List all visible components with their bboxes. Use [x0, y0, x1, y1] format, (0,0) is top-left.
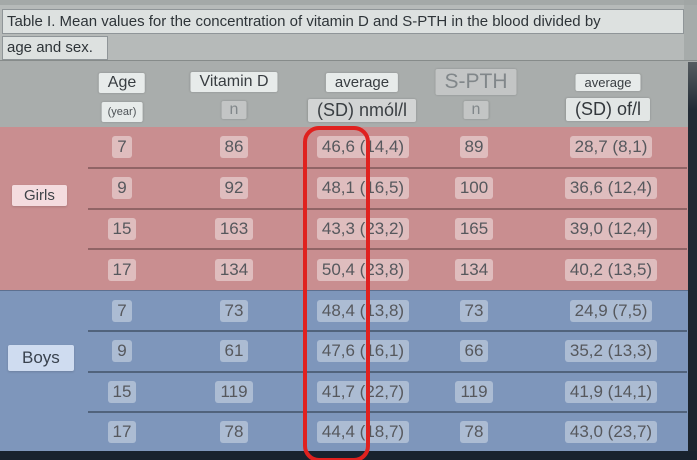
vitd-n-value: 86 — [219, 136, 249, 159]
spth-n-value: 89 — [459, 136, 489, 159]
age-value: 9 — [112, 177, 132, 200]
spth-n-value: 119 — [455, 380, 493, 403]
spth-avg-value: 35,2 (13,3) — [564, 340, 658, 363]
header-age-unit: (year) — [101, 102, 143, 122]
age-value: 7 — [112, 136, 132, 159]
age-value: 15 — [107, 217, 137, 240]
vitd-n-value: 119 — [215, 380, 253, 403]
spth-avg-value: 36,6 (12,4) — [564, 177, 658, 200]
header-spth: S-PTH — [435, 69, 517, 95]
age-value: 17 — [107, 420, 137, 443]
vitd-n-value: 92 — [219, 177, 249, 200]
header-spth-n: n — [463, 101, 489, 119]
title-right-shade — [684, 0, 697, 60]
spth-avg-value: 39,0 (12,4) — [564, 217, 658, 240]
header-vitd-average: average — [325, 73, 399, 92]
right-dark-edge — [688, 62, 697, 460]
vitd-n-value: 61 — [219, 340, 249, 363]
table-row: 17 134 50,4 (23,8) 134 40,2 (13,5) — [0, 249, 697, 290]
vitd-n-value: 163 — [214, 217, 254, 240]
header-age: Age — [98, 73, 146, 93]
vitd-n-value: 134 — [214, 258, 254, 281]
table-row: 15 163 43,3 (23,2) 165 39,0 (12,4) — [0, 209, 697, 250]
spth-n-value: 100 — [454, 177, 494, 200]
vitd-avg-value: 44,4 (18,7) — [316, 420, 410, 443]
age-value: 7 — [112, 300, 132, 323]
vitd-avg-value: 41,7 (22,7) — [316, 380, 410, 403]
header-vitamin-d-n: n — [221, 101, 247, 119]
header-vitamin-d: Vitamin D — [190, 72, 278, 92]
vitd-avg-value: 47,6 (16,1) — [316, 340, 410, 363]
spth-n-value: 134 — [454, 258, 494, 281]
table-row: 15 119 41,7 (22,7) 119 41,9 (14,1) — [0, 372, 697, 414]
spth-n-value: 78 — [459, 420, 489, 443]
age-value: 9 — [112, 340, 132, 363]
top-strip — [0, 0, 697, 5]
header-spth-sd-unit: (SD) of/l — [565, 98, 651, 121]
spth-avg-value: 43,0 (23,7) — [564, 420, 658, 443]
table-title-line2: age and sex. — [2, 36, 108, 60]
boys-section: Boys 7 73 48,4 (13,8) 73 24,9 (7,5) 9 61… — [0, 290, 697, 452]
vitd-n-value: 78 — [219, 420, 249, 443]
table-row: 7 73 48,4 (13,8) 73 24,9 (7,5) — [0, 291, 697, 333]
vitd-avg-value: 48,4 (13,8) — [316, 300, 410, 323]
spth-n-value: 73 — [459, 300, 489, 323]
spth-avg-value: 40,2 (13,5) — [564, 258, 658, 281]
table-title-line1: Table I. Mean values for the concentrati… — [2, 9, 684, 34]
spth-avg-value: 24,9 (7,5) — [569, 300, 653, 323]
header-spth-average: average — [575, 74, 641, 91]
age-value: 17 — [107, 258, 137, 281]
vitd-avg-value: 46,6 (14,4) — [316, 136, 410, 159]
table-row: 7 86 46,6 (14,4) 89 28,7 (8,1) — [0, 127, 697, 169]
vitd-avg-value: 43,3 (23,2) — [316, 217, 410, 240]
girls-label: Girls — [12, 185, 67, 206]
boys-label: Boys — [8, 345, 74, 371]
spth-avg-value: 28,7 (8,1) — [569, 136, 653, 159]
table-row: 17 78 44,4 (18,7) 78 43,0 (23,7) — [0, 412, 697, 452]
spth-n-value: 165 — [454, 217, 494, 240]
spth-avg-value: 41,9 (14,1) — [564, 380, 658, 403]
header-vitd-sd-unit: (SD) nmól/l — [307, 99, 417, 122]
girls-section: Girls 7 86 46,6 (14,4) 89 28,7 (8,1) 9 9… — [0, 127, 697, 290]
vitd-n-value: 73 — [219, 300, 249, 323]
age-value: 15 — [107, 380, 137, 403]
table-row: 9 92 48,1 (16,5) 100 36,6 (12,4) — [0, 168, 697, 210]
table-row: 9 61 47,6 (16,1) 66 35,2 (13,3) — [0, 331, 697, 373]
vitd-avg-value: 48,1 (16,5) — [316, 177, 410, 200]
bottom-bar — [0, 451, 697, 460]
vitd-avg-value: 50,4 (23,8) — [316, 258, 410, 281]
spth-n-value: 66 — [459, 340, 489, 363]
table-header: Age (year) Vitamin D n average (SD) nmól… — [0, 60, 697, 128]
